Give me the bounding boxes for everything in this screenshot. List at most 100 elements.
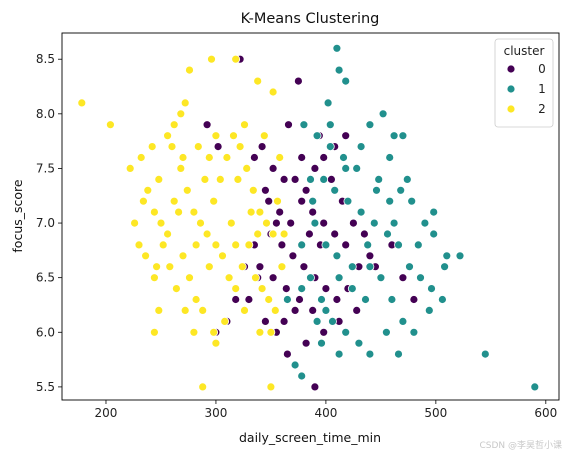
point-cluster-1 <box>394 349 403 359</box>
point-cluster-1 <box>306 273 315 283</box>
point-cluster-2 <box>125 163 135 173</box>
point-cluster-1 <box>378 109 388 119</box>
point-cluster-2 <box>149 207 159 217</box>
point-cluster-2 <box>167 142 177 152</box>
point-cluster-2 <box>136 153 146 162</box>
y-tick-label: 8.0 <box>36 107 55 121</box>
point-cluster-1 <box>356 207 366 217</box>
point-cluster-1 <box>381 327 391 337</box>
point-cluster-2 <box>169 196 179 206</box>
point-cluster-1 <box>429 229 439 239</box>
point-cluster-2 <box>253 76 263 86</box>
point-cluster-1 <box>325 142 335 152</box>
point-cluster-0 <box>288 251 298 261</box>
point-cluster-1 <box>361 295 370 304</box>
legend-marker-2 <box>506 104 516 114</box>
point-cluster-0 <box>398 273 408 283</box>
point-cluster-1 <box>480 349 490 359</box>
point-cluster-2 <box>233 174 243 184</box>
point-cluster-1 <box>325 120 335 130</box>
point-cluster-2 <box>193 142 203 152</box>
legend-label-1: 1 <box>538 82 546 96</box>
x-tick-label: 400 <box>314 406 337 420</box>
point-cluster-2 <box>277 262 287 272</box>
point-cluster-1 <box>416 273 425 283</box>
point-cluster-2 <box>268 87 278 97</box>
point-cluster-1 <box>356 142 366 152</box>
point-cluster-1 <box>429 207 439 217</box>
point-cluster-2 <box>174 207 184 217</box>
point-cluster-0 <box>409 295 419 304</box>
point-cluster-1 <box>394 240 403 250</box>
point-cluster-2 <box>180 98 190 108</box>
point-cluster-0 <box>260 185 270 195</box>
point-cluster-1 <box>330 185 340 195</box>
point-cluster-1 <box>409 327 419 337</box>
y-axis: 5.5 6.0 6.5 7.0 7.5 8.0 8.5 <box>36 52 62 394</box>
point-cluster-1 <box>372 185 381 195</box>
point-cluster-1 <box>312 316 322 326</box>
point-cluster-2 <box>182 185 192 195</box>
point-cluster-0 <box>308 207 318 217</box>
point-cluster-1 <box>352 163 362 173</box>
point-cluster-2 <box>198 382 208 392</box>
legend-label-0: 0 <box>538 62 546 76</box>
point-cluster-2 <box>147 142 157 152</box>
point-cluster-1 <box>332 43 342 53</box>
point-cluster-2 <box>222 153 232 162</box>
point-cluster-2 <box>262 218 271 228</box>
point-cluster-2 <box>77 98 87 108</box>
legend: cluster 0 1 2 <box>494 38 554 128</box>
point-cluster-1 <box>389 131 399 141</box>
point-cluster-1 <box>376 273 386 283</box>
point-cluster-0 <box>260 316 270 326</box>
point-cluster-2 <box>255 207 265 217</box>
point-cluster-1 <box>341 163 351 173</box>
point-cluster-0 <box>308 305 318 315</box>
point-cluster-0 <box>365 251 375 261</box>
point-cluster-1 <box>321 305 331 315</box>
point-cluster-1 <box>383 229 392 239</box>
point-cluster-2 <box>251 273 260 283</box>
y-axis-label: focus_score <box>10 179 25 253</box>
y-tick-label: 5.5 <box>36 380 55 394</box>
point-cluster-0 <box>341 131 351 141</box>
point-cluster-2 <box>154 174 164 184</box>
point-cluster-0 <box>284 120 293 130</box>
point-cluster-2 <box>163 131 173 141</box>
point-cluster-1 <box>282 295 292 304</box>
point-cluster-2 <box>152 262 162 272</box>
point-cluster-2 <box>244 240 254 250</box>
point-cluster-2 <box>185 65 194 75</box>
point-cluster-0 <box>282 349 292 359</box>
point-cluster-2 <box>259 131 269 141</box>
point-cluster-2 <box>273 196 282 206</box>
point-cluster-1 <box>402 174 412 184</box>
point-cluster-1 <box>341 76 351 86</box>
point-cluster-1 <box>427 284 436 294</box>
point-cluster-0 <box>213 142 223 152</box>
point-cluster-1 <box>437 295 447 304</box>
point-cluster-2 <box>185 273 194 283</box>
point-cluster-2 <box>134 240 144 250</box>
point-cluster-2 <box>198 305 208 315</box>
y-tick-label: 7.0 <box>36 216 55 230</box>
point-cluster-0 <box>268 273 278 283</box>
point-cluster-0 <box>310 382 320 392</box>
y-tick-label: 8.5 <box>36 52 55 66</box>
point-cluster-1 <box>440 262 450 272</box>
point-cluster-1 <box>297 371 307 381</box>
point-cluster-2 <box>231 284 241 294</box>
point-cluster-1 <box>455 251 465 261</box>
point-cluster-2 <box>255 327 265 337</box>
point-cluster-2 <box>268 229 278 239</box>
watermark: CSDN @李昊哲小课 <box>479 441 562 451</box>
point-cluster-0 <box>319 327 329 337</box>
point-cluster-0 <box>295 295 304 304</box>
point-cluster-1 <box>306 174 315 184</box>
x-axis-label: daily_screen_time_min <box>239 430 381 445</box>
point-cluster-2 <box>240 305 249 315</box>
point-cluster-1 <box>319 174 329 184</box>
point-cluster-1 <box>323 98 333 108</box>
